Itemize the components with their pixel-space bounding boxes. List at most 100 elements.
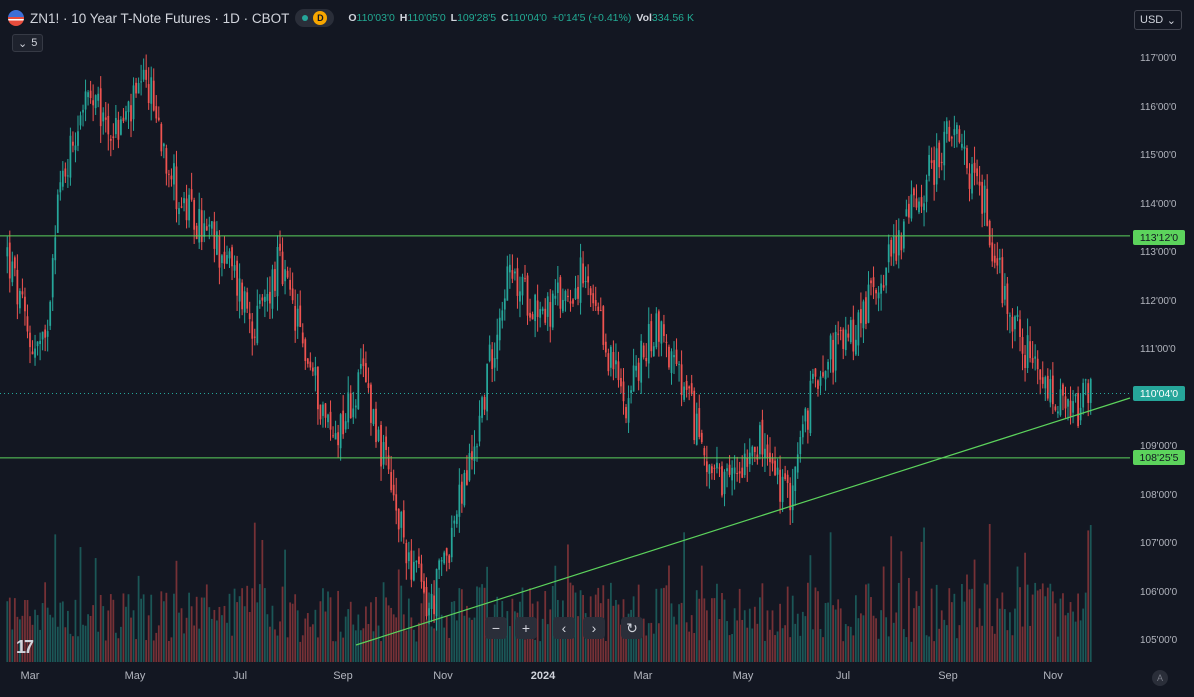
volume-bar [54,534,57,662]
volume-bar [102,606,105,662]
volume-bar [49,614,52,662]
volume-bar [852,635,855,662]
volume-bar [526,631,529,662]
volume-bar [375,596,377,662]
candle-body [529,312,531,318]
candle-body [289,279,292,290]
open-value: O110'03'0 [348,12,395,24]
volume-bar [402,614,405,662]
volume-bar [872,615,875,662]
candle-body [407,552,410,562]
tradingview-logo[interactable]: 17 [16,637,34,657]
volume-bar [635,626,638,662]
candle-body [16,269,19,305]
auto-scale-button[interactable]: A [1152,670,1168,686]
reset-chart-button[interactable]: ↻ [621,617,643,639]
candle-body [766,444,769,459]
candle-body [920,197,923,207]
candle-body [519,291,521,302]
market-status-pill[interactable]: D [295,9,335,27]
volume-bar [453,601,456,662]
candle-body [367,383,370,388]
volume-bar [84,625,87,662]
candle-body [1054,406,1057,411]
volume-bar [238,596,241,662]
volume-bar [430,626,433,662]
volume-bar [269,626,271,662]
candle-body [640,340,643,383]
candle-body [365,363,367,383]
volume-bar [657,623,660,662]
candle-body [137,83,140,94]
volume-bar [26,600,29,662]
ohlc-values: O110'03'0 H110'05'0 L109'28'5 C110'04'0 … [348,12,694,24]
zoom-in-button[interactable]: + [515,617,537,639]
candle-body [875,289,877,294]
volume-bar [11,629,14,662]
indicators-collapse-button[interactable]: ⌄ 5 [12,34,44,52]
volume-bar [711,598,713,662]
volume-bar [753,606,756,662]
volume-bar [228,593,231,662]
volume-bar [1011,635,1014,662]
high-value: H110'05'0 [399,12,446,24]
candle-body [410,550,413,580]
volume-bar [822,637,824,662]
volume-bar [1029,625,1032,662]
candle-body [748,452,751,465]
candle-body [1051,375,1054,405]
candle-body [582,263,584,284]
candle-body [130,105,132,122]
candle-body [736,473,739,475]
price-tick-label: 117'00'0 [1140,53,1177,64]
candle-body [415,560,418,563]
candle-body [380,425,382,467]
volume-bar [1082,608,1085,662]
volume-bar [789,637,792,662]
candle-body [92,100,95,106]
volume-bar [1026,584,1029,662]
interval-badge: D [313,11,328,25]
candle-body [789,482,792,511]
volume-bar [97,631,100,662]
candle-body [645,357,648,362]
volume-bar [751,628,754,662]
volume-bar [92,605,95,662]
candle-body [940,161,943,163]
currency-select[interactable]: USD ⌄ [1134,10,1182,30]
candle-body [8,242,11,279]
volume-bar [407,598,410,662]
volume-bar [263,588,266,662]
volume-bar [902,629,905,662]
volume-bar [1001,592,1004,662]
candle-body [827,361,829,370]
candle-body [1089,379,1092,403]
candle-body [849,320,852,343]
volume-bar [433,628,435,662]
scroll-left-button[interactable]: ‹ [553,617,575,639]
volume-bar [203,597,206,662]
candle-body [89,90,92,98]
minus-icon: − [491,620,501,636]
volume-bar [188,592,190,662]
volume-bar [544,591,547,662]
volume-bar [870,597,872,662]
candle-body [599,310,602,312]
candle-body [428,608,430,616]
scroll-right-button[interactable]: › [583,617,605,639]
zoom-out-button[interactable]: − [485,617,507,639]
volume-bar [425,619,428,662]
volume-bar [1064,615,1067,662]
volume-bar [905,637,908,662]
time-tick-label: Sep [333,670,353,682]
candle-body [1021,337,1024,354]
candle-body [945,121,948,134]
volume-bar [607,598,610,662]
candle-body [786,474,789,483]
candle-body [125,111,127,120]
volume-bar [945,625,948,662]
symbol-title[interactable]: ZN1! · 10 Year T-Note Futures · 1D · CBO… [30,10,290,26]
volume-bar [274,629,276,662]
candle-body [145,69,148,80]
